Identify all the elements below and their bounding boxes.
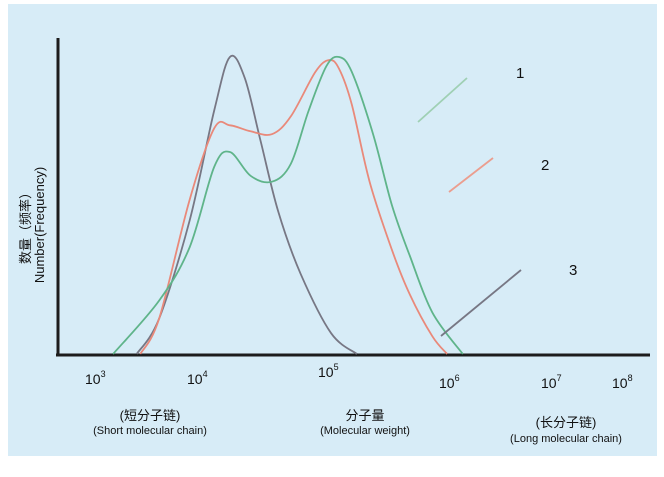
chart-panel — [8, 4, 657, 456]
svg-text:103: 103 — [85, 369, 106, 387]
curve-3 — [112, 55, 464, 355]
x-axis-title-en: (Molecular weight) — [320, 425, 410, 437]
x-tick-label-1e8: 108 — [612, 373, 633, 391]
curve-label-3: 3 — [569, 262, 577, 279]
svg-text:106: 106 — [439, 373, 460, 391]
leader-line-1 — [417, 77, 468, 123]
x-tick-label-1e6: 106 — [439, 373, 460, 391]
leader-line-2 — [448, 157, 494, 193]
y-axis-title: 数量（频率） — [18, 186, 33, 264]
x-tick-label-1e4: 104 — [187, 369, 208, 387]
svg-text:107: 107 — [541, 373, 562, 391]
long-chain-label-en: (Long molecular chain) — [510, 433, 622, 445]
svg-text:108: 108 — [612, 373, 633, 391]
short-chain-label-en: (Short molecular chain) — [93, 425, 207, 437]
x-tick-label-1e5: 105 — [318, 362, 339, 380]
curve-label-1: 1 — [516, 65, 524, 82]
curve-2 — [139, 59, 448, 355]
x-axis-title: 分子量 — [345, 408, 384, 423]
y-axis-title-en: Number(Frequency) — [32, 167, 47, 283]
long-chain-label: (长分子链) — [536, 415, 597, 430]
leader-line-3 — [440, 269, 522, 337]
svg-text:105: 105 — [318, 362, 339, 380]
curve-1 — [135, 54, 358, 355]
x-tick-label-1e7: 107 — [541, 373, 562, 391]
svg-text:104: 104 — [187, 369, 208, 387]
curves-group — [112, 54, 464, 355]
short-chain-label: (短分子链) — [120, 408, 181, 423]
x-tick-label-1e3: 103 — [85, 369, 106, 387]
curve-label-2: 2 — [541, 157, 549, 174]
